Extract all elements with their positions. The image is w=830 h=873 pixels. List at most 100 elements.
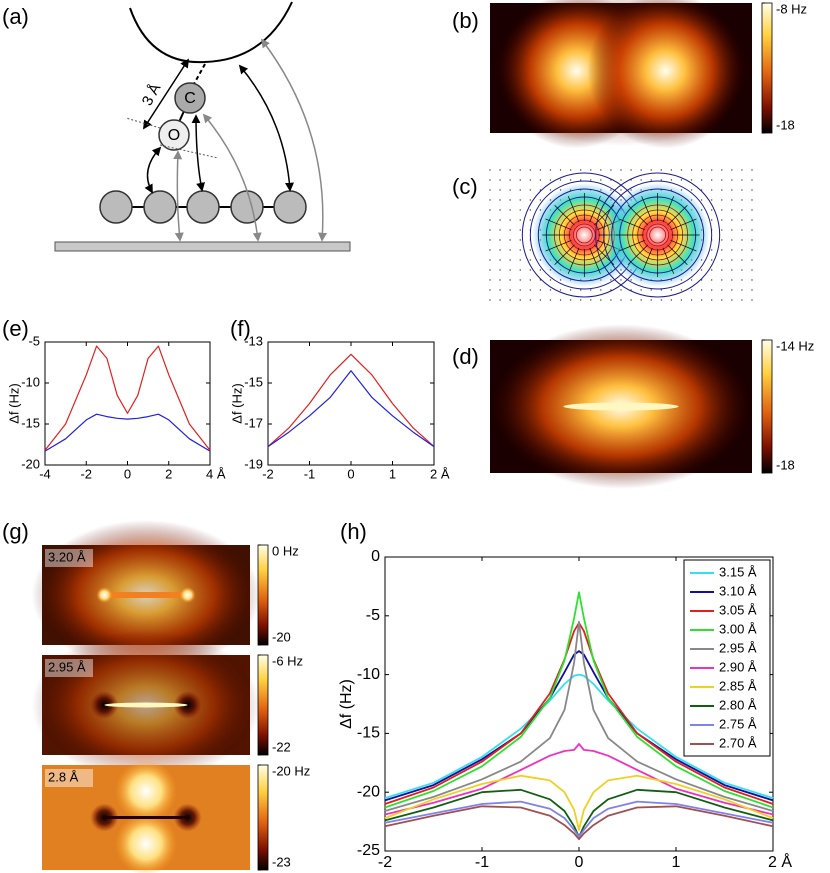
field-dot: [710, 199, 713, 201]
y-tick-label: -25: [357, 842, 380, 859]
field-dot: [539, 179, 542, 181]
panel-label: (h): [340, 519, 367, 544]
field-dot: [509, 179, 511, 181]
panel: (f) -2 -1 0 1 2 Å -13 -15 -17 -19 Δf (Hz): [229, 316, 449, 482]
panel-label: (a): [2, 4, 29, 29]
field-dot: [721, 289, 723, 291]
field-dot: [731, 179, 733, 181]
field-dot: [529, 249, 532, 251]
legend-label: 2.80 Å: [719, 697, 757, 712]
field-dot: [579, 179, 582, 181]
field-dot: [489, 229, 491, 231]
field-dot: [741, 269, 743, 271]
atom-row: [99, 190, 307, 224]
field-dot: [529, 179, 532, 181]
field-dot: [700, 289, 703, 291]
field-dot: [690, 179, 693, 181]
tip: [129, 1, 293, 64]
field-dot: [610, 169, 612, 171]
colorbar-tick-label: -18: [776, 117, 795, 132]
field-dot: [539, 289, 542, 291]
y-tick-label: -5: [28, 333, 40, 348]
field-dot: [640, 299, 642, 301]
legend-label: 3.00 Å: [719, 621, 757, 636]
field-arrow: [554, 205, 575, 226]
series-line: [384, 800, 774, 838]
x-tick-label: -1: [304, 466, 316, 481]
series-line: [44, 413, 211, 452]
field-dot: [741, 279, 743, 281]
field-dot: [499, 269, 501, 271]
x-tick-label: -2: [80, 466, 92, 481]
y-tick-label: -17: [244, 415, 263, 430]
field-dot: [741, 229, 743, 231]
field-dot: [721, 279, 723, 281]
field-dot: [519, 189, 521, 191]
colorbar-tick-label: -6 Hz: [272, 653, 303, 668]
field-arrow: [618, 218, 645, 230]
field-dot: [519, 209, 521, 211]
field-dot: [741, 179, 743, 181]
field-dot: [741, 199, 743, 201]
field-dot: [731, 189, 733, 191]
field-dot: [489, 299, 491, 301]
contour: [611, 188, 705, 282]
field-dot: [489, 239, 491, 241]
field-dot: [489, 219, 491, 221]
panel: 2.95 Å -6 Hz -22: [31, 630, 303, 780]
field-dot: [519, 219, 521, 221]
contour: [649, 226, 667, 244]
field-dot: [569, 179, 572, 181]
field-dot: [489, 259, 491, 261]
legend-label: 2.70 Å: [719, 735, 757, 750]
field-arrow: [545, 240, 572, 252]
field-dot: [751, 199, 753, 201]
field-dot: [519, 259, 521, 261]
legend-label: 2.85 Å: [719, 678, 757, 693]
field-dot: [499, 229, 501, 231]
series-line: [384, 774, 774, 831]
field-dot: [751, 299, 753, 301]
field-dot: [489, 289, 491, 291]
field-dot: [731, 209, 733, 211]
field-dot: [600, 169, 602, 171]
field-dot: [519, 299, 521, 301]
field-dot: [600, 179, 602, 181]
field-dot: [499, 179, 501, 181]
legend-label: 3.05 Å: [719, 602, 757, 617]
field-arrow: [554, 244, 575, 265]
field-dot: [700, 299, 703, 301]
field-dot: [721, 189, 723, 191]
field-dot: [499, 279, 501, 281]
y-tick-label: -20: [21, 456, 40, 471]
ridge: [563, 402, 679, 411]
field-dot: [710, 279, 713, 281]
field-dot: [710, 259, 713, 261]
field-dot: [680, 299, 683, 301]
colorbar: [257, 544, 269, 646]
field-dot: [670, 169, 673, 171]
y-tick-label: -19: [244, 456, 263, 471]
y-axis-label: Δf (Hz): [6, 383, 21, 423]
field-dot: [680, 169, 683, 171]
field-dot: [751, 219, 753, 221]
field-dot: [539, 269, 542, 271]
label-bg: [45, 659, 93, 677]
legend-label: 3.10 Å: [719, 583, 757, 598]
legend-label: 2.95 Å: [719, 640, 757, 655]
field-dot: [741, 189, 743, 191]
field-dot: [549, 299, 552, 301]
field-dot: [690, 279, 693, 281]
field-dot: [549, 189, 552, 191]
field-dot: [590, 179, 592, 181]
field-dot: [670, 179, 673, 181]
field-dot: [650, 179, 652, 181]
field-dot: [710, 269, 713, 271]
colorbar-tick-label: -20 Hz: [272, 763, 310, 778]
y-axis-label: Δf (Hz): [229, 383, 244, 423]
field-dot: [700, 169, 703, 171]
field-dot: [509, 289, 511, 291]
field-dot: [731, 259, 733, 261]
field-dot: [731, 279, 733, 281]
